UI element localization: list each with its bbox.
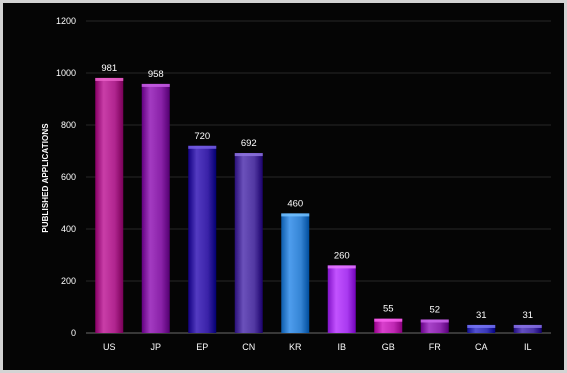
bar-ib	[327, 265, 356, 333]
y-tick-label: 800	[61, 120, 76, 130]
x-tick-label-ep: EP	[196, 342, 208, 352]
bar-cap-ib	[327, 265, 356, 269]
data-label-ib: 260	[334, 250, 350, 261]
data-label-cn: 692	[241, 138, 257, 149]
x-tick-label-cn: CN	[242, 342, 255, 352]
bar-jp	[141, 83, 170, 333]
data-label-gb: 55	[383, 304, 394, 315]
bar-ep	[188, 145, 217, 333]
y-tick-label: 400	[61, 224, 76, 234]
data-label-fr: 52	[429, 304, 440, 315]
bar-fr	[420, 319, 449, 333]
bar-il	[513, 324, 542, 333]
x-tick-label-il: IL	[524, 342, 532, 352]
bar-cap-us	[95, 77, 124, 81]
y-tick-label: 1200	[56, 16, 76, 26]
data-label-jp: 958	[148, 69, 164, 80]
bar-cap-il	[513, 324, 542, 328]
bar-cn	[234, 153, 263, 333]
data-label-kr: 460	[287, 198, 303, 209]
bar-ca	[467, 324, 496, 333]
chart-panel: 0 200 400 600 800 1000 1200 981 958 720 692 460 260…	[3, 3, 564, 370]
data-label-us: 981	[101, 63, 117, 74]
x-tick-label-fr: FR	[429, 342, 441, 352]
x-axis-ticks: US JP EP CN KR IB GB FR CA IL	[103, 342, 532, 352]
y-tick-label: 1000	[56, 68, 76, 78]
bar-gb	[374, 318, 403, 333]
x-tick-label-kr: KR	[289, 342, 302, 352]
bars	[95, 77, 542, 333]
x-tick-label-ib: IB	[337, 342, 346, 352]
y-axis-ticks: 0 200 400 600 800 1000 1200	[56, 16, 76, 338]
bar-cap-ca	[467, 324, 496, 328]
bar-cap-jp	[141, 83, 170, 87]
x-tick-label-ca: CA	[475, 342, 488, 352]
bar-us	[95, 77, 124, 333]
x-tick-label-gb: GB	[382, 342, 395, 352]
bar-cap-fr	[420, 319, 449, 323]
bar-chart: 0 200 400 600 800 1000 1200 981 958 720 692 460 260…	[41, 16, 551, 352]
y-tick-label: 200	[61, 276, 76, 286]
y-tick-label: 600	[61, 172, 76, 182]
y-axis-title: PUBLISHED APPLICATIONS	[41, 123, 50, 233]
data-labels: 981 958 720 692 460 260 55 52 31 31	[101, 63, 533, 321]
data-label-ca: 31	[476, 310, 487, 321]
bar-cap-ep	[188, 145, 217, 149]
bar-cap-kr	[281, 213, 310, 217]
y-tick-label: 0	[71, 328, 76, 338]
bar-kr	[281, 213, 310, 333]
bar-cap-cn	[234, 153, 263, 157]
x-tick-label-us: US	[103, 342, 116, 352]
bar-cap-gb	[374, 318, 403, 322]
x-tick-label-jp: JP	[150, 342, 161, 352]
data-label-il: 31	[522, 310, 533, 321]
data-label-ep: 720	[194, 131, 210, 142]
